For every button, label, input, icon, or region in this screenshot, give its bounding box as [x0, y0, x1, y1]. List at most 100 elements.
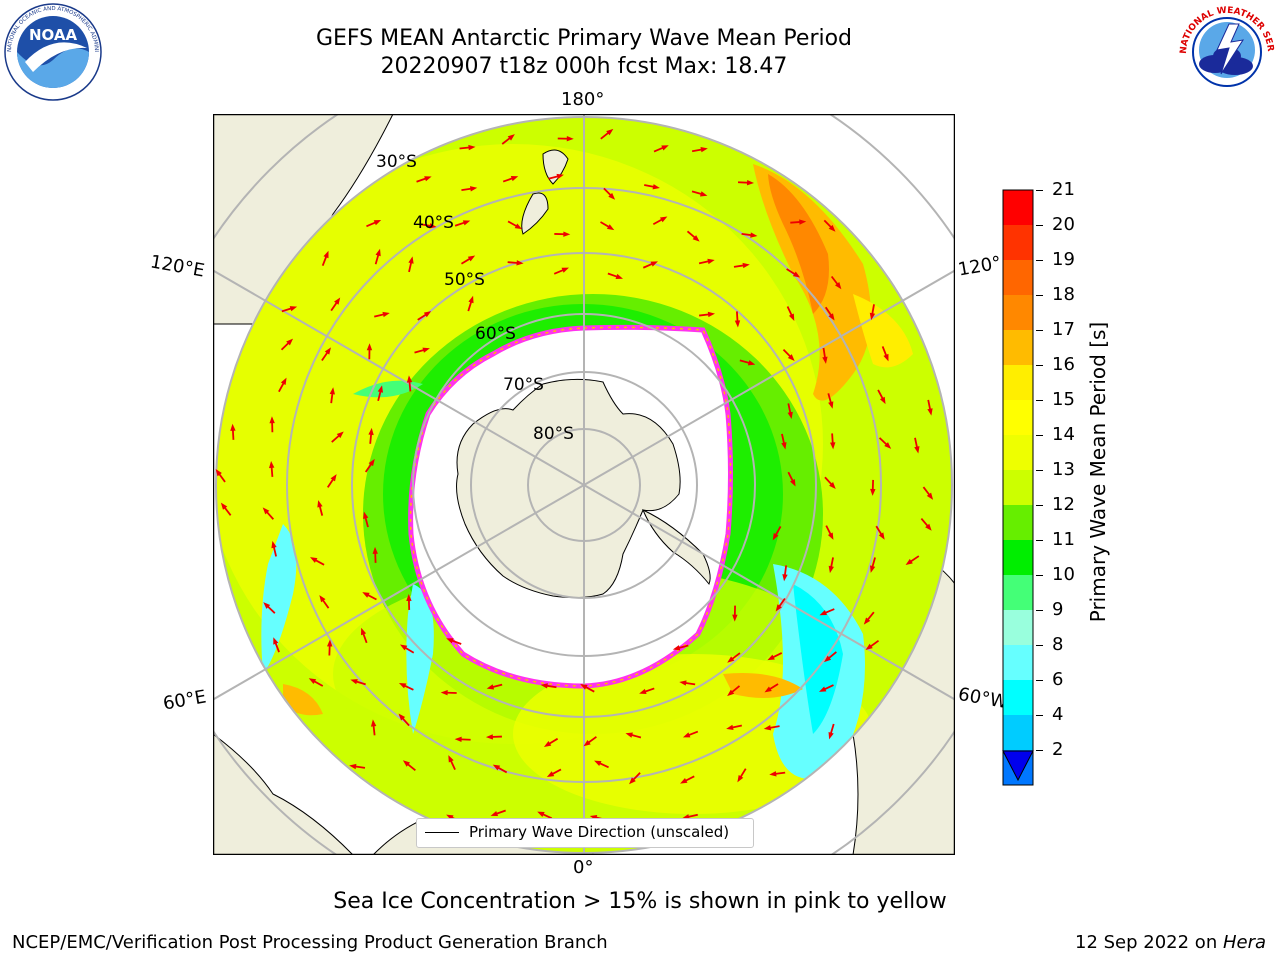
- wave-arrow: [741, 232, 758, 238]
- wave-arrow: [326, 639, 333, 656]
- wave-arrow: [374, 311, 390, 318]
- graticule: [213, 114, 955, 855]
- colorbar-band: [1003, 680, 1033, 715]
- lon-label-120e: 120°E: [148, 251, 207, 282]
- colorbar-band: [1003, 260, 1033, 295]
- wave-arrow: [603, 187, 616, 200]
- wave-arrow: [727, 652, 741, 663]
- noaa-logo: NOAA NATIONAL OCEANIC AND ATMOSPHERIC AD…: [3, 2, 102, 101]
- wave-arrow: [769, 771, 786, 777]
- colorbar-tick-mark: [1036, 645, 1043, 646]
- land-outer-sw: [213, 733, 354, 855]
- wave-arrow: [420, 223, 437, 229]
- colorbar-tick-label: 4: [1052, 704, 1064, 725]
- lat-label-50s: 50°S: [444, 270, 485, 290]
- wave-arrow: [331, 431, 344, 443]
- colorbar-tick-mark: [1036, 435, 1043, 436]
- wave-arrow: [230, 423, 236, 440]
- wave-arrow: [543, 737, 559, 747]
- wave-arrow: [600, 221, 615, 231]
- colorbar-band: [1003, 715, 1033, 750]
- wave-arrow: [875, 525, 885, 540]
- wave-arrow: [828, 557, 834, 574]
- colorbar-band: [1003, 225, 1033, 260]
- colorbar-label: Primary Wave Mean Period [s]: [1086, 321, 1110, 623]
- wave-arrow: [507, 220, 523, 230]
- wave-arrow: [269, 416, 275, 433]
- wave-direction-arrows: [215, 128, 934, 826]
- wave-arrow: [652, 216, 668, 226]
- colorbar-band: [1003, 610, 1033, 645]
- wave-arrow: [782, 565, 788, 582]
- colorbar-tick-label: 17: [1052, 319, 1075, 340]
- wave-arrow: [459, 144, 476, 151]
- wave-arrow: [865, 639, 880, 651]
- new-zealand: [521, 149, 569, 235]
- wave-arrow: [786, 306, 795, 321]
- colorbar-tick-mark: [1036, 295, 1043, 296]
- colorbar-band: [1003, 435, 1033, 470]
- wave-arrow: [767, 652, 783, 661]
- wave-arrow: [782, 348, 795, 362]
- wave-arrow: [372, 546, 378, 563]
- wave-arrow: [490, 809, 506, 817]
- wave-arrow: [819, 608, 835, 616]
- wave-arrow: [679, 680, 696, 686]
- wave-arrow: [362, 592, 377, 601]
- wave-arrow: [374, 248, 381, 265]
- colorbar-tick-mark: [1036, 540, 1043, 541]
- wave-arrow: [823, 219, 836, 232]
- wave-arrow: [830, 275, 842, 290]
- colorbar-tick-label: 13: [1052, 459, 1075, 480]
- wave-arrow: [546, 768, 562, 777]
- chart-title: GEFS MEAN Antarctic Primary Wave Mean Pe…: [315, 26, 853, 51]
- sea-ice-note: Sea Ice Concentration > 15% is shown in …: [333, 889, 947, 914]
- wave-arrow: [417, 311, 432, 321]
- colorbar-frame: [1002, 189, 1034, 786]
- wave-arrow: [914, 437, 920, 454]
- wave-arrow: [502, 176, 519, 183]
- wave-arrow: [485, 734, 502, 740]
- colorbar-tick-mark: [1036, 365, 1043, 366]
- wave-arrow: [607, 272, 623, 279]
- colorbar-tick-mark: [1036, 225, 1043, 226]
- wave-arrow: [271, 540, 277, 557]
- colorbar-band: [1003, 645, 1033, 680]
- colorbar-extend-below: [1002, 750, 1034, 782]
- wave-arrow: [828, 723, 835, 740]
- colorbar-tick-mark: [1036, 610, 1043, 611]
- colorbar-tick-mark: [1036, 400, 1043, 401]
- wave-arrow: [827, 393, 834, 409]
- wave-arrow: [737, 768, 747, 783]
- wave-arrow: [863, 611, 875, 625]
- wave-arrow: [737, 179, 755, 186]
- wave-arrow: [682, 730, 699, 738]
- wave-arrow: [399, 644, 415, 654]
- wave-arrow: [739, 359, 756, 366]
- lon-label-120w: 120°: [956, 252, 1003, 281]
- wave-arrow: [822, 347, 828, 364]
- colorbar-tick-label: 19: [1052, 249, 1075, 270]
- wave-arrow: [414, 347, 430, 354]
- wave-arrow: [772, 526, 782, 541]
- colorbar-band: [1003, 575, 1033, 610]
- wave-arrow: [363, 511, 369, 528]
- wave-arrow: [406, 375, 413, 392]
- wave-arrow: [408, 256, 414, 273]
- colorbar-tick-mark: [1036, 505, 1043, 506]
- wave-arrow: [691, 146, 708, 153]
- wave-arrow: [321, 250, 329, 267]
- colorbar-band: [1003, 365, 1033, 400]
- wave-arrow: [540, 683, 557, 689]
- lat-label-80s: 80°S: [533, 424, 574, 444]
- wave-arrow: [329, 387, 335, 404]
- wave-arrow: [672, 644, 689, 651]
- wave-arrow: [825, 525, 834, 540]
- wave-arrow: [818, 684, 834, 692]
- wave-arrow: [501, 134, 515, 145]
- wave-arrow: [448, 755, 456, 771]
- wave-arrow: [350, 679, 366, 686]
- wave-arrow: [319, 595, 330, 609]
- wave-arrow: [698, 258, 715, 265]
- colorbar-tick-mark: [1036, 575, 1043, 576]
